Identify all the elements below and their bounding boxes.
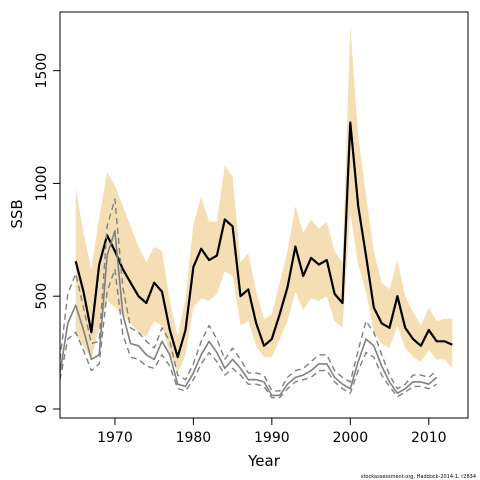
- x-tick-label-2000: 2000: [332, 430, 368, 446]
- series-line-recruit-lower: [59, 268, 437, 399]
- x-tick-label-1970: 1970: [97, 430, 133, 446]
- x-tick-label-1980: 1980: [176, 430, 212, 446]
- credit-text: stockassessment.org, Haddock-2014-1, r28…: [361, 474, 476, 480]
- x-tick-label-2010: 2010: [411, 430, 447, 446]
- y-tick-label-0: 0: [34, 405, 50, 414]
- x-tick-label-1990: 1990: [254, 430, 290, 446]
- plot-area: [59, 25, 453, 399]
- y-tick-label-1000: 1000: [34, 166, 50, 202]
- plot-frame: [59, 11, 469, 419]
- series-line-recruit-estimate: [59, 230, 438, 397]
- y-tick-label-500: 500: [34, 283, 50, 310]
- axes: 1970 1980 1990 2000 2010 0 500 1000 1500: [34, 11, 469, 446]
- series-line-ssb: [74, 121, 453, 359]
- y-tick-label-1500: 1500: [34, 53, 50, 89]
- y-axis-title: SSB: [8, 199, 26, 228]
- ssb-confidence-band: [75, 25, 453, 373]
- x-axis-title: Year: [247, 452, 281, 470]
- series-line-recruit-upper: [59, 198, 438, 392]
